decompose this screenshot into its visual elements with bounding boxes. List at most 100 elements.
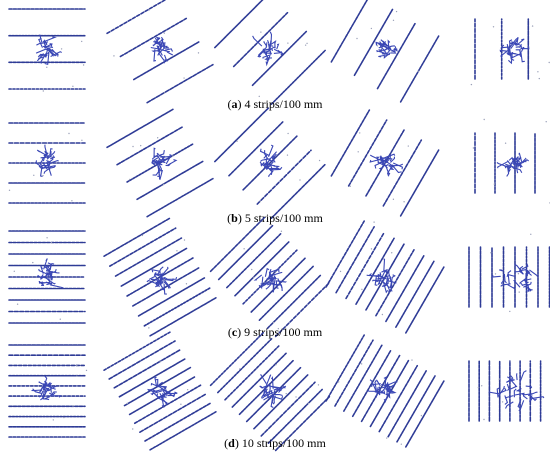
- crack-segment: [531, 396, 545, 400]
- crack-segment: [388, 384, 395, 389]
- debris-dot: [163, 32, 166, 34]
- debris-dot: [517, 273, 520, 275]
- crack-segment: [49, 148, 53, 156]
- crack-segment: [521, 263, 529, 270]
- debris-dot: [180, 403, 182, 405]
- strip-line: [234, 241, 290, 297]
- crack-segment: [264, 150, 269, 160]
- strip-line: [120, 247, 188, 287]
- crack-segment: [38, 390, 44, 398]
- debris-dot: [287, 42, 289, 44]
- crack-segment: [157, 280, 165, 291]
- debris-dot: [286, 154, 289, 156]
- debris-dot: [60, 48, 63, 50]
- debris-dot: [403, 201, 405, 203]
- debris-dot: [52, 419, 54, 421]
- strip-line: [378, 364, 419, 433]
- crack-segment: [263, 165, 269, 169]
- crack-segment: [515, 162, 519, 174]
- crack-segment: [508, 159, 514, 170]
- crack-segment: [496, 387, 500, 398]
- crack-segment: [264, 267, 270, 277]
- crack-segment: [262, 54, 272, 59]
- crack-segment: [260, 278, 273, 286]
- strip-line: [108, 340, 176, 380]
- crack-segment: [506, 383, 510, 391]
- crack-segment: [389, 276, 393, 289]
- caption-c-letter: c: [231, 325, 238, 339]
- strip-line: [217, 338, 273, 394]
- debris-dot: [545, 121, 547, 123]
- debris-dot: [376, 45, 379, 47]
- debris-dot: [299, 179, 301, 181]
- crack-segment: [383, 258, 386, 272]
- crack-segment: [158, 163, 162, 172]
- crack-segment: [390, 52, 397, 54]
- crack-segment: [158, 52, 165, 64]
- debris-dot: [420, 414, 423, 417]
- debris-dot: [85, 369, 88, 372]
- crack-segment: [515, 388, 522, 392]
- debris-dot: [518, 291, 520, 293]
- debris-dot: [50, 242, 53, 244]
- crack-segment: [35, 48, 47, 54]
- crack-segment: [387, 388, 390, 393]
- crack-segment: [148, 276, 156, 280]
- strip-line: [231, 352, 287, 408]
- crack-segment: [43, 159, 51, 164]
- debris-dot: [275, 363, 277, 366]
- crack-segment: [520, 45, 530, 50]
- crack-segment: [49, 42, 53, 48]
- crack-segment: [528, 393, 537, 402]
- crack-segment: [391, 46, 397, 52]
- crack-segment: [498, 387, 507, 395]
- crack-segment: [155, 36, 160, 44]
- strip-line: [335, 226, 375, 294]
- crack-segment: [150, 278, 158, 281]
- strip-line: [267, 388, 323, 444]
- crack-segment: [154, 272, 163, 276]
- crack-segment: [156, 393, 160, 400]
- strip-line: [399, 35, 440, 103]
- strip-line: [330, 109, 371, 177]
- crack-segment: [158, 157, 169, 161]
- crack-segment: [266, 161, 274, 170]
- crack-segment: [43, 258, 48, 270]
- caption-a-label: 4 strips/100 mm: [244, 97, 323, 111]
- debris-dot: [498, 378, 501, 380]
- crack-segment: [46, 150, 52, 158]
- panel-d-specimen-5: [468, 360, 550, 422]
- strip-line: [133, 384, 202, 425]
- crack-segment: [265, 384, 280, 391]
- crack-segment: [523, 393, 533, 396]
- crack-segment: [369, 379, 377, 392]
- crack-segment: [383, 282, 390, 288]
- crack-segment: [529, 269, 539, 278]
- debris-dot: [16, 303, 19, 305]
- caption-d-letter: d: [228, 436, 235, 450]
- crack-segment: [264, 166, 269, 170]
- crack-segment: [264, 159, 271, 166]
- crack-segment: [269, 163, 274, 171]
- crack-segment: [42, 383, 45, 389]
- debris-dot: [483, 118, 485, 121]
- debris-dot: [509, 310, 511, 313]
- crack-segment: [268, 151, 277, 161]
- crack-segment: [269, 385, 271, 394]
- debris-dot: [472, 147, 475, 149]
- crack-segment: [158, 397, 168, 406]
- debris-dot: [81, 40, 83, 43]
- crack-segment: [500, 279, 505, 285]
- debris-dot: [162, 183, 165, 186]
- crack-segment: [390, 280, 393, 292]
- strip-line: [256, 149, 312, 205]
- debris-dot: [163, 278, 165, 281]
- crack-segment: [51, 160, 59, 164]
- crack-segment: [46, 165, 56, 168]
- crack-segment: [158, 381, 163, 386]
- crack-segment: [44, 46, 55, 53]
- crack-segment: [47, 262, 55, 275]
- crack-segment: [376, 156, 380, 164]
- debris-dot: [490, 252, 492, 254]
- crack-segment: [272, 282, 275, 293]
